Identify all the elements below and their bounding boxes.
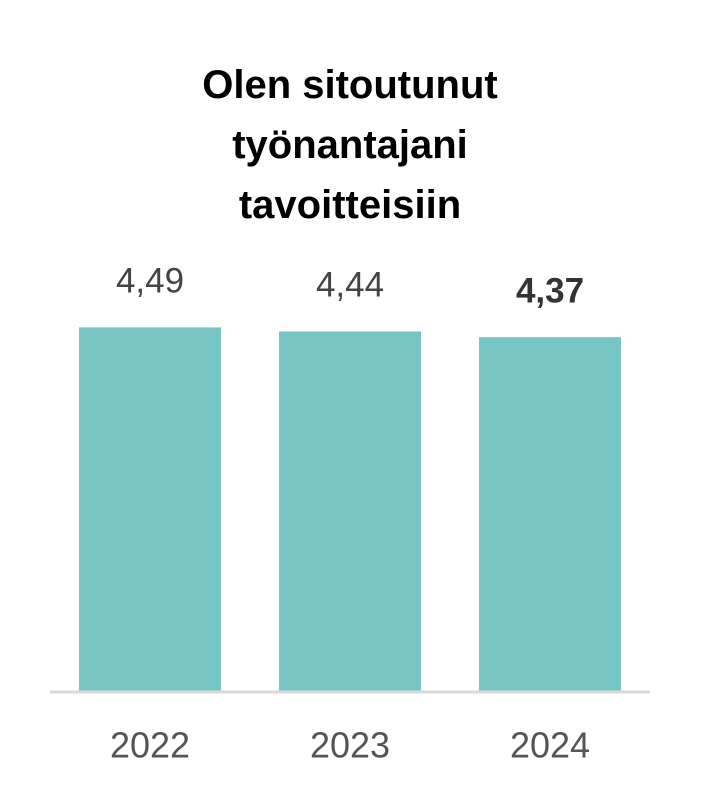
chart-title: Olen sitoutunut työnantajani tavoitteisi… [202,63,498,227]
value-label: 4,49 [116,262,184,301]
x-tick-label: 2022 [110,725,190,766]
value-label: 4,44 [316,266,384,305]
bar [79,327,221,692]
x-tick-label: 2024 [510,725,590,766]
bar [279,331,421,692]
value-label: 4,37 [516,271,584,310]
bar [479,337,621,692]
x-tick-label: 2023 [310,725,390,766]
